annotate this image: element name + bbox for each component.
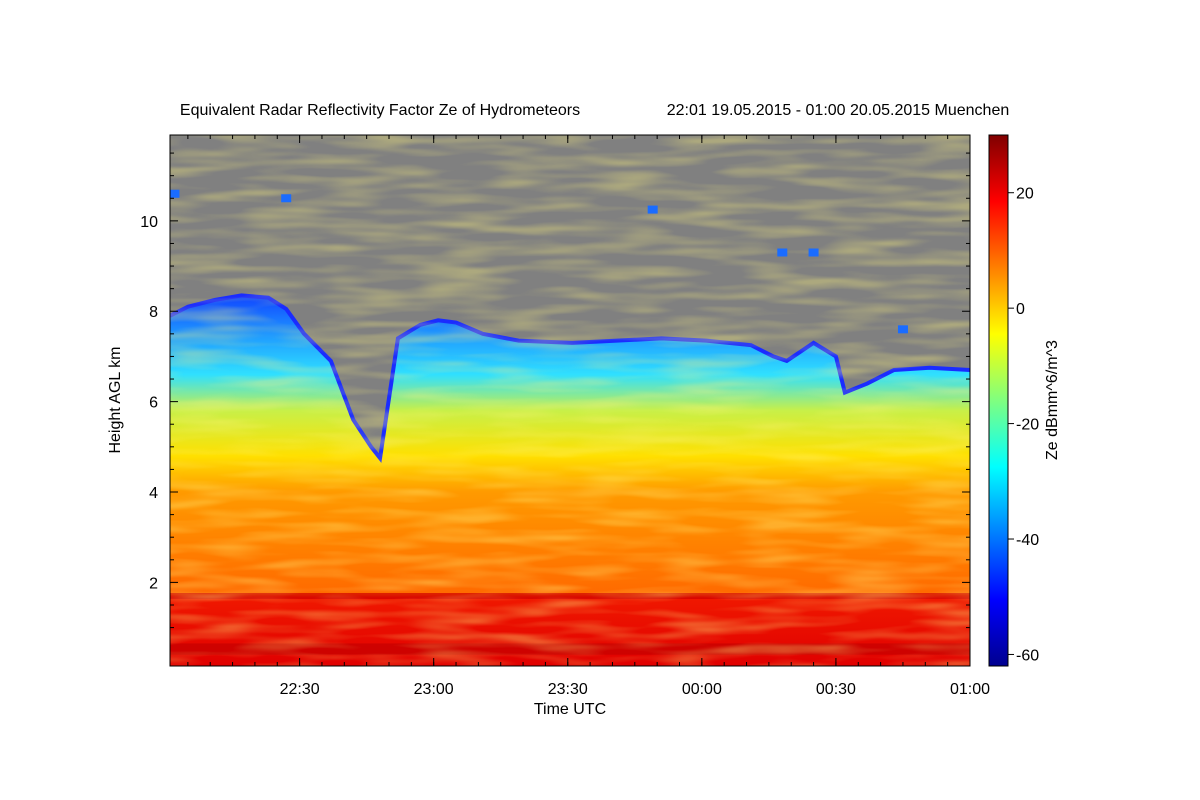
x-tick-label: 22:30: [280, 681, 320, 698]
y-axis-label: Height AGL km: [107, 346, 124, 453]
isolated-echo: [897, 325, 908, 334]
colorbar: 20 0 -20 -40 -60 Ze dBmm^6/m^3: [988, 134, 1061, 667]
colorbar-tick-label: 20: [1016, 186, 1034, 203]
y-tick-label: 10: [140, 214, 158, 231]
colorbar-tick-label: -20: [1016, 417, 1039, 434]
chart-subtitle: 22:01 19.05.2015 - 01:00 20.05.2015 Muen…: [667, 102, 1010, 119]
colorbar-label: Ze dBmm^6/m^3: [1044, 340, 1061, 460]
colorbar-tick-label: -60: [1016, 647, 1039, 664]
plot-area: [170, 135, 970, 666]
x-axis-label: Time UTC: [534, 701, 606, 718]
y-tick-label: 4: [149, 485, 158, 502]
colorbar-tick-label: -40: [1016, 532, 1039, 549]
x-tick-label: 23:30: [548, 681, 588, 698]
x-axis-ticks: 22:30 23:00 23:30 00:00 00:30 01:00: [187, 135, 990, 698]
plot-frame: [169, 134, 971, 667]
colorbar-gradient: [988, 134, 1009, 667]
colorbar-tick-label: 0: [1016, 301, 1025, 318]
x-tick-label: 23:00: [414, 681, 454, 698]
fall-streak-texture: [170, 135, 970, 666]
x-tick-label: 00:30: [816, 681, 856, 698]
x-tick-label: 01:00: [950, 681, 990, 698]
isolated-echo: [170, 189, 180, 198]
colorbar-ticks: 20 0 -20 -40 -60: [1008, 186, 1039, 664]
y-tick-label: 8: [149, 304, 158, 321]
y-tick-label: 6: [149, 395, 158, 412]
isolated-echo: [808, 248, 819, 257]
y-axis-ticks: 2 4 6 8 10: [140, 152, 970, 629]
y-tick-label: 2: [149, 575, 158, 592]
isolated-echoes: [170, 189, 908, 334]
isolated-echo: [777, 248, 788, 257]
x-tick-label: 00:00: [682, 681, 722, 698]
chart-title: Equivalent Radar Reflectivity Factor Ze …: [180, 102, 580, 119]
isolated-echo: [647, 205, 658, 214]
isolated-echo: [281, 194, 292, 203]
